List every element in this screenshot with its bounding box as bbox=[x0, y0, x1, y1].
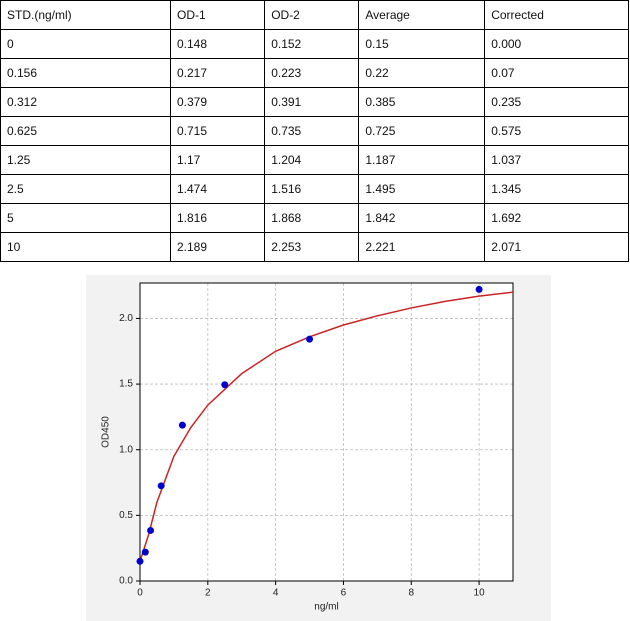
table-cell: Corrected bbox=[484, 0, 629, 30]
table-cell: 0.152 bbox=[264, 29, 360, 59]
table-cell: 0.148 bbox=[169, 29, 266, 59]
table-cell: 0 bbox=[0, 29, 171, 59]
table-cell: 0.735 bbox=[264, 116, 360, 146]
x-tick-label: 2 bbox=[205, 588, 211, 599]
table-row: 0.156 0.217 0.223 0.22 0.07 bbox=[0, 58, 629, 88]
table-cell: 0.575 bbox=[484, 116, 629, 146]
table-cell: 2.253 bbox=[264, 232, 360, 262]
x-tick-label: 4 bbox=[273, 588, 279, 599]
table-cell: 5 bbox=[0, 203, 171, 233]
table-cell: 0.385 bbox=[358, 87, 486, 117]
y-tick-label: 0.0 bbox=[119, 576, 133, 587]
table-cell: STD.(ng/ml) bbox=[0, 0, 171, 30]
table-row: 0.312 0.379 0.391 0.385 0.235 bbox=[0, 87, 629, 117]
table-cell: 1.345 bbox=[484, 174, 629, 204]
axes-frame bbox=[139, 282, 514, 582]
table-cell: 0.223 bbox=[264, 58, 360, 88]
y-tick-label: 0.5 bbox=[119, 510, 133, 521]
table-row: STD.(ng/ml) OD-1 OD-2 Average Corrected bbox=[0, 0, 629, 30]
table-cell: 10 bbox=[0, 232, 171, 262]
table-row: 0.625 0.715 0.735 0.725 0.575 bbox=[0, 116, 629, 146]
table-cell: 0.312 bbox=[0, 87, 171, 117]
x-tick-label: 10 bbox=[474, 588, 486, 599]
table-cell: 1.037 bbox=[484, 145, 629, 175]
data-point bbox=[306, 335, 314, 343]
table-cell: 0.235 bbox=[484, 87, 629, 117]
table-cell: 0.379 bbox=[169, 87, 266, 117]
table-cell: 2.221 bbox=[358, 232, 486, 262]
y-axis-label: OD450 bbox=[101, 416, 112, 448]
table-cell: 1.187 bbox=[358, 145, 486, 175]
table-cell: 1.204 bbox=[264, 145, 360, 175]
table-cell: 1.868 bbox=[264, 203, 360, 233]
table-cell: 1.842 bbox=[358, 203, 486, 233]
data-table: STD.(ng/ml) OD-1 OD-2 Average Corrected 0 0.14… bbox=[0, 0, 629, 262]
table-cell: 0.725 bbox=[358, 116, 486, 146]
table-row: 0 0.148 0.152 0.15 0.000 bbox=[0, 29, 629, 59]
y-tick-label: 1.0 bbox=[119, 444, 133, 455]
table-cell: Average bbox=[358, 0, 486, 30]
table-cell: 0.391 bbox=[264, 87, 360, 117]
table-cell: 2.071 bbox=[484, 232, 629, 262]
data-point bbox=[157, 482, 165, 490]
table-cell: 0.22 bbox=[358, 58, 486, 88]
table-cell: 0.07 bbox=[484, 58, 629, 88]
table-cell: 1.516 bbox=[264, 174, 360, 204]
table-cell: 1.692 bbox=[484, 203, 629, 233]
data-point bbox=[136, 557, 144, 565]
y-tick-label: 2.0 bbox=[119, 313, 133, 324]
table-row: 2.5 1.474 1.516 1.495 1.345 bbox=[0, 174, 629, 204]
x-axis-label: ng/ml bbox=[314, 602, 338, 613]
table-cell: 0.217 bbox=[169, 58, 266, 88]
data-point bbox=[178, 421, 186, 429]
table-cell: 2.189 bbox=[169, 232, 266, 262]
table-row: 1.25 1.17 1.204 1.187 1.037 bbox=[0, 145, 629, 175]
x-tick-label: 6 bbox=[341, 588, 347, 599]
table-cell: 0.715 bbox=[169, 116, 266, 146]
chart: 0 2 4 6 8 10 0.0 0.5 1.0 1.5 2.0 ng/ml OD450 bbox=[86, 275, 551, 621]
data-point bbox=[147, 526, 155, 534]
x-tick-label: 8 bbox=[408, 588, 414, 599]
table-cell: 0.156 bbox=[0, 58, 171, 88]
table-cell: 1.474 bbox=[169, 174, 266, 204]
data-point bbox=[221, 381, 229, 389]
plot-area bbox=[140, 283, 513, 581]
table-cell: OD-2 bbox=[264, 0, 360, 30]
table-cell: 1.495 bbox=[358, 174, 486, 204]
table-cell: OD-1 bbox=[169, 0, 266, 30]
table-cell: 2.5 bbox=[0, 174, 171, 204]
data-point bbox=[141, 548, 149, 556]
table-cell: 0.15 bbox=[358, 29, 486, 59]
table-cell: 1.17 bbox=[169, 145, 266, 175]
x-tick-label: 0 bbox=[137, 588, 143, 599]
table-row: 10 2.189 2.253 2.221 2.071 bbox=[0, 232, 629, 262]
table-cell: 1.25 bbox=[0, 145, 171, 175]
table-cell: 0.625 bbox=[0, 116, 171, 146]
table-cell: 0.000 bbox=[484, 29, 629, 59]
table-row: 5 1.816 1.868 1.842 1.692 bbox=[0, 203, 629, 233]
y-tick-label: 1.5 bbox=[119, 379, 133, 390]
table-cell: 1.816 bbox=[169, 203, 266, 233]
data-point bbox=[475, 285, 483, 293]
